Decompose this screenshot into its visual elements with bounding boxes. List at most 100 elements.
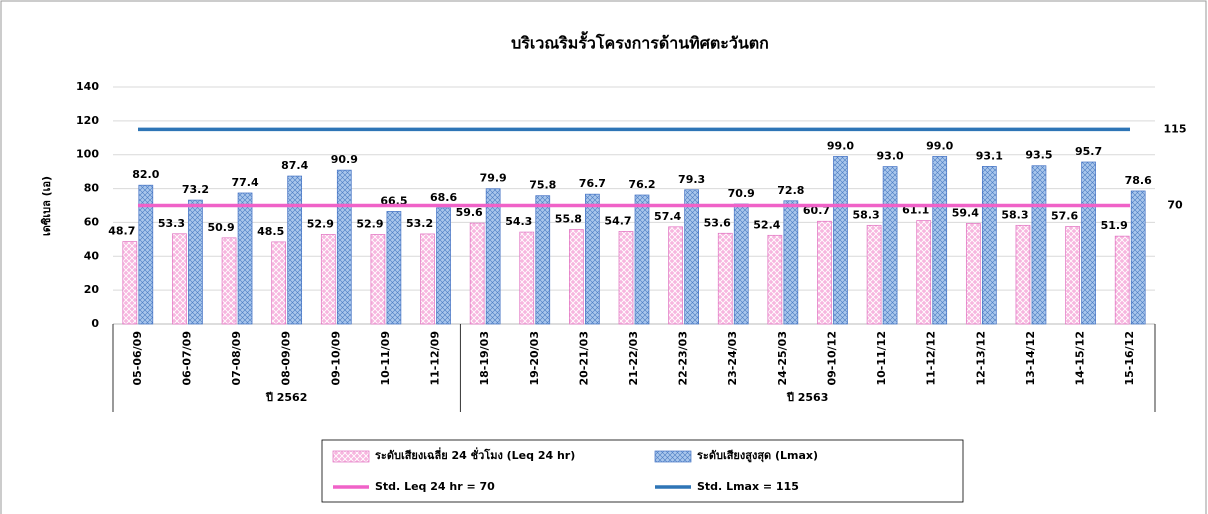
bar [535,195,551,325]
bar [833,156,848,325]
bar [122,241,138,325]
data-label: 79.9 [480,172,507,185]
data-label: 95.7 [1075,145,1102,158]
bar [320,234,336,325]
y-tick-label: 80 [84,182,100,195]
bar [237,192,253,325]
bar [221,237,237,325]
group-label: ปี 2562 [265,391,308,404]
bar [981,166,997,325]
data-label: 93.5 [1025,149,1052,162]
y-axis-label: เดซิเบล (เอ) [40,176,53,236]
legend-swatch [332,450,370,463]
data-label: 68.6 [430,191,457,204]
x-tick-label: 10-11/12 [875,331,888,386]
data-label: 58.3 [853,208,880,221]
bar [436,207,451,325]
data-label: 57.4 [654,210,681,223]
bar [882,166,898,325]
y-tick-label: 0 [91,317,99,330]
bar [336,169,352,325]
bar [932,156,948,325]
bar [485,188,501,325]
x-tick-label: 06-07/09 [180,331,193,386]
data-label: 50.9 [207,221,234,234]
data-label: 70.9 [728,187,755,200]
bar [717,232,733,325]
x-tick-label: 14-15/12 [1074,331,1087,386]
data-label: 90.9 [331,153,358,166]
x-tick-label: 21-22/03 [627,331,640,386]
bar [767,234,783,325]
bar [618,231,634,325]
bar [569,229,584,325]
bar [287,175,303,325]
data-label: 60.7 [803,204,830,217]
bar [668,226,683,325]
x-tick-label: 11-12/09 [429,331,442,386]
x-tick-label: 24-25/03 [776,331,789,386]
data-label: 53.2 [406,217,433,230]
data-label: 51.9 [1101,219,1128,232]
bar [783,200,799,325]
bar [965,223,981,325]
data-label: 73.2 [182,183,209,196]
bar [370,234,386,325]
data-label: 55.8 [555,213,582,226]
bar [1031,165,1047,325]
x-tick-label: 09-10/09 [329,331,342,386]
x-tick-label: 12-13/12 [974,331,987,386]
y-tick-label: 60 [84,215,100,228]
bar [271,241,287,325]
y-tick-label: 140 [76,80,99,93]
x-tick-label: 22-23/03 [677,331,690,386]
data-label: 78.6 [1125,174,1152,187]
data-label: 48.7 [108,225,135,238]
x-tick-label: 07-08/09 [230,331,243,386]
std-line-label: 115 [1164,122,1187,135]
x-tick-label: 15-16/12 [1123,331,1136,386]
data-label: 75.8 [529,179,556,192]
data-label: 48.5 [257,225,284,238]
data-label: 53.3 [158,217,185,230]
data-label: 77.4 [231,176,258,189]
data-label: 52.9 [307,217,334,230]
bar [1081,161,1096,325]
data-label: 59.4 [952,206,979,219]
bar [1114,235,1130,325]
data-label: 99.0 [827,139,854,152]
bar [916,220,932,325]
data-label: 57.6 [1051,209,1078,222]
y-tick-label: 20 [84,283,100,296]
bar [866,224,882,325]
group-label: ปี 2563 [786,391,829,404]
data-label: 82.0 [132,168,159,181]
data-label: 58.3 [1001,208,1028,221]
bar [138,184,154,325]
data-label: 54.3 [505,215,532,228]
x-tick-label: 19-20/03 [528,331,541,386]
legend [321,439,964,503]
data-label: 93.1 [976,149,1003,162]
bar [469,222,485,325]
std-line-label: 70 [1167,199,1183,212]
data-label: 52.4 [753,218,780,231]
bar [817,220,832,325]
y-tick-label: 40 [84,249,100,262]
x-tick-label: 08-09/09 [280,331,293,386]
data-label: 87.4 [281,159,308,172]
x-tick-label: 18-19/03 [478,331,491,386]
bar [684,189,699,325]
chart-title: บริเวณริมรั้วโครงการด้านทิศตะวันตก [511,31,769,53]
legend-label: ระดับเสียงเฉลี่ย 24 ชั่วโมง (Leq 24 hr) [375,447,575,462]
legend-swatch [654,450,692,463]
data-label: 72.8 [777,184,804,197]
bar [519,231,535,325]
x-tick-label: 09-10/12 [825,331,838,386]
y-tick-label: 120 [76,114,99,127]
data-label: 93.0 [877,150,904,163]
data-label: 76.7 [579,177,606,190]
data-label: 76.2 [628,178,655,191]
bar [1015,224,1031,325]
